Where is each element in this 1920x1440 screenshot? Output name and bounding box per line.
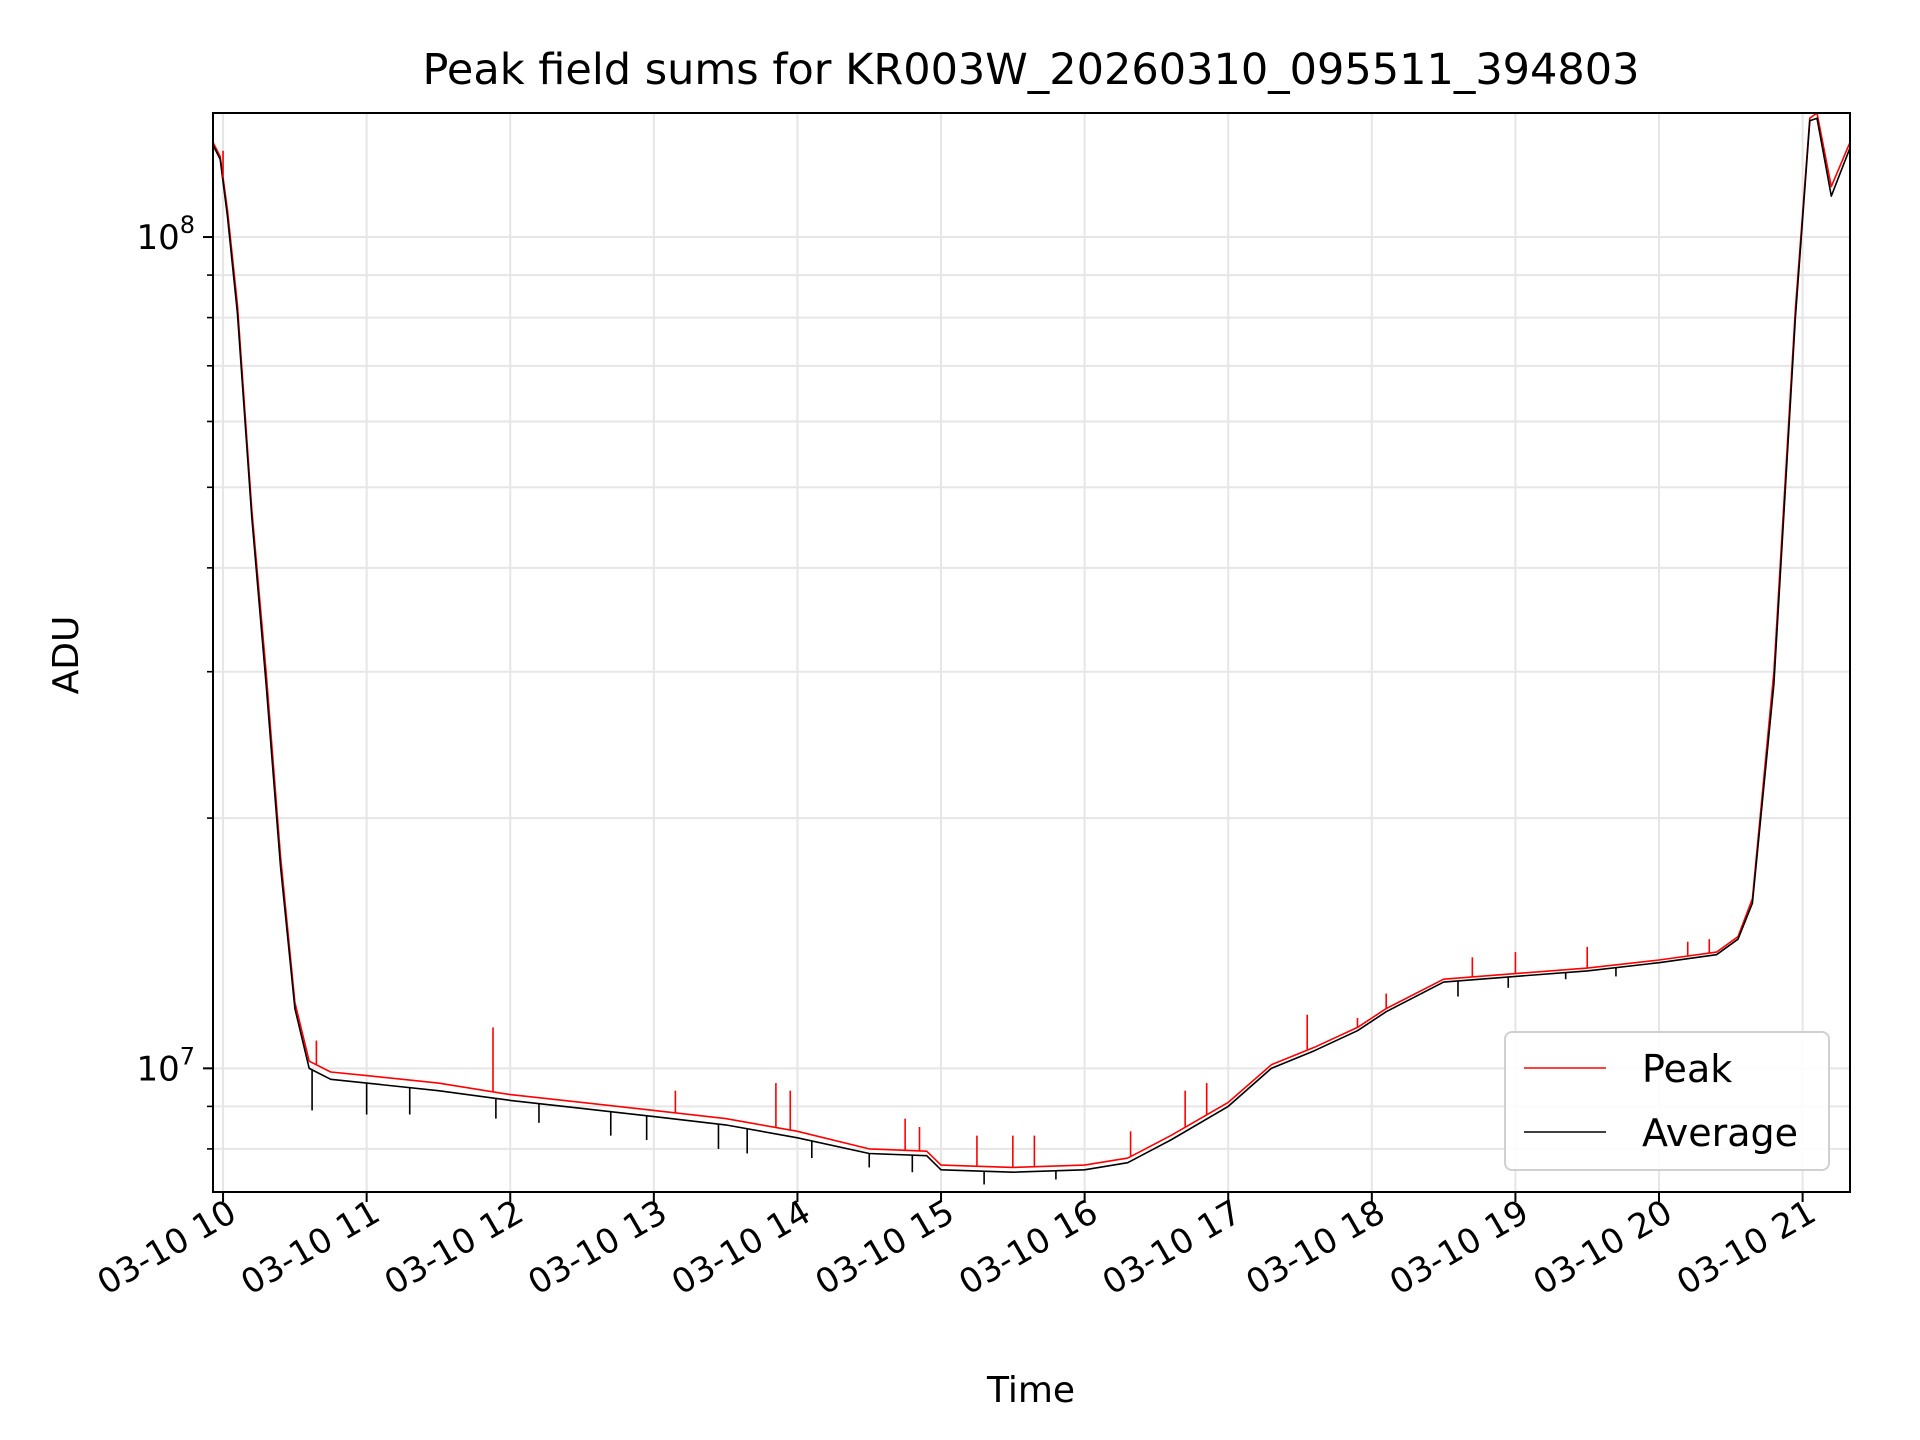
axes-frame [212, 112, 1851, 1193]
legend-peak-label: Peak [1642, 1047, 1732, 1091]
x-axis-label: Time [986, 1370, 1075, 1411]
y-axis-label: ADU [46, 616, 87, 695]
legend-box [1504, 1031, 1830, 1171]
chart-title: Peak field sums for KR003W_20260310_0955… [423, 45, 1640, 95]
y-tick-exponent: 7 [180, 1042, 195, 1070]
gridlines [213, 113, 1850, 1192]
series-layer [213, 113, 1850, 1185]
y-tick-base: 10 [136, 1049, 179, 1089]
y-tick-base: 10 [136, 218, 179, 258]
legend-average-label: Average [1642, 1111, 1798, 1155]
legend: Peak Average [1504, 1031, 1830, 1171]
y-tick-label: 108 [136, 211, 195, 258]
series-line-average [213, 117, 1850, 1173]
y-tick-label: 107 [136, 1042, 195, 1089]
plot-area [213, 113, 1850, 1185]
y-tick-exponent: 8 [180, 211, 195, 239]
